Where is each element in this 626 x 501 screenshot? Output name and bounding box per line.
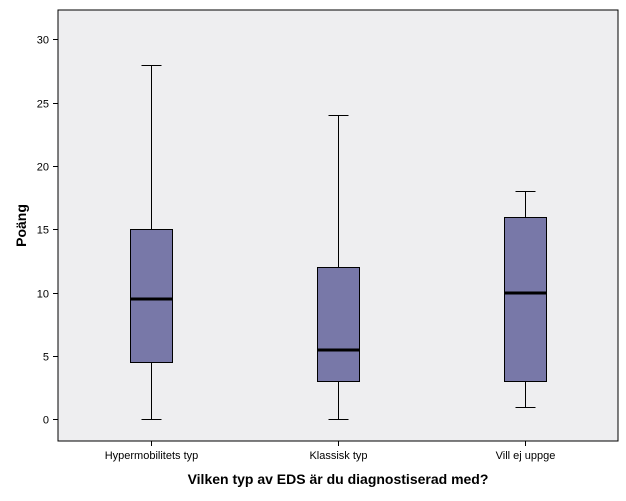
- y-tick-label: 0: [43, 415, 49, 427]
- y-tick-label: 5: [43, 352, 49, 364]
- y-axis-title: Poäng: [13, 204, 29, 247]
- x-axis-title: Vilken typ av EDS är du diagnostiserad m…: [188, 471, 489, 487]
- iqr-box: [130, 229, 173, 363]
- y-tick-label: 15: [37, 225, 49, 237]
- x-axis: Hypermobilitets typ Klassisk typ Vill ej u…: [105, 441, 556, 462]
- y-tick-label: 30: [37, 35, 49, 47]
- boxes-group: [130, 65, 547, 420]
- box-plot-item: [504, 191, 547, 408]
- y-axis: 0 5 10 15 20 25 30: [37, 35, 58, 427]
- iqr-box: [317, 267, 360, 382]
- x-category-label: Klassisk typ: [309, 450, 367, 462]
- x-category-label: Hypermobilitets typ: [105, 450, 199, 462]
- x-category-label: Vill ej uppge: [496, 450, 556, 462]
- y-tick-label: 10: [37, 289, 49, 301]
- y-tick-label: 25: [37, 99, 49, 111]
- box-plot-item: [130, 65, 173, 420]
- y-tick-label: 20: [37, 162, 49, 174]
- box-plot-item: [317, 115, 360, 420]
- iqr-box: [504, 217, 547, 382]
